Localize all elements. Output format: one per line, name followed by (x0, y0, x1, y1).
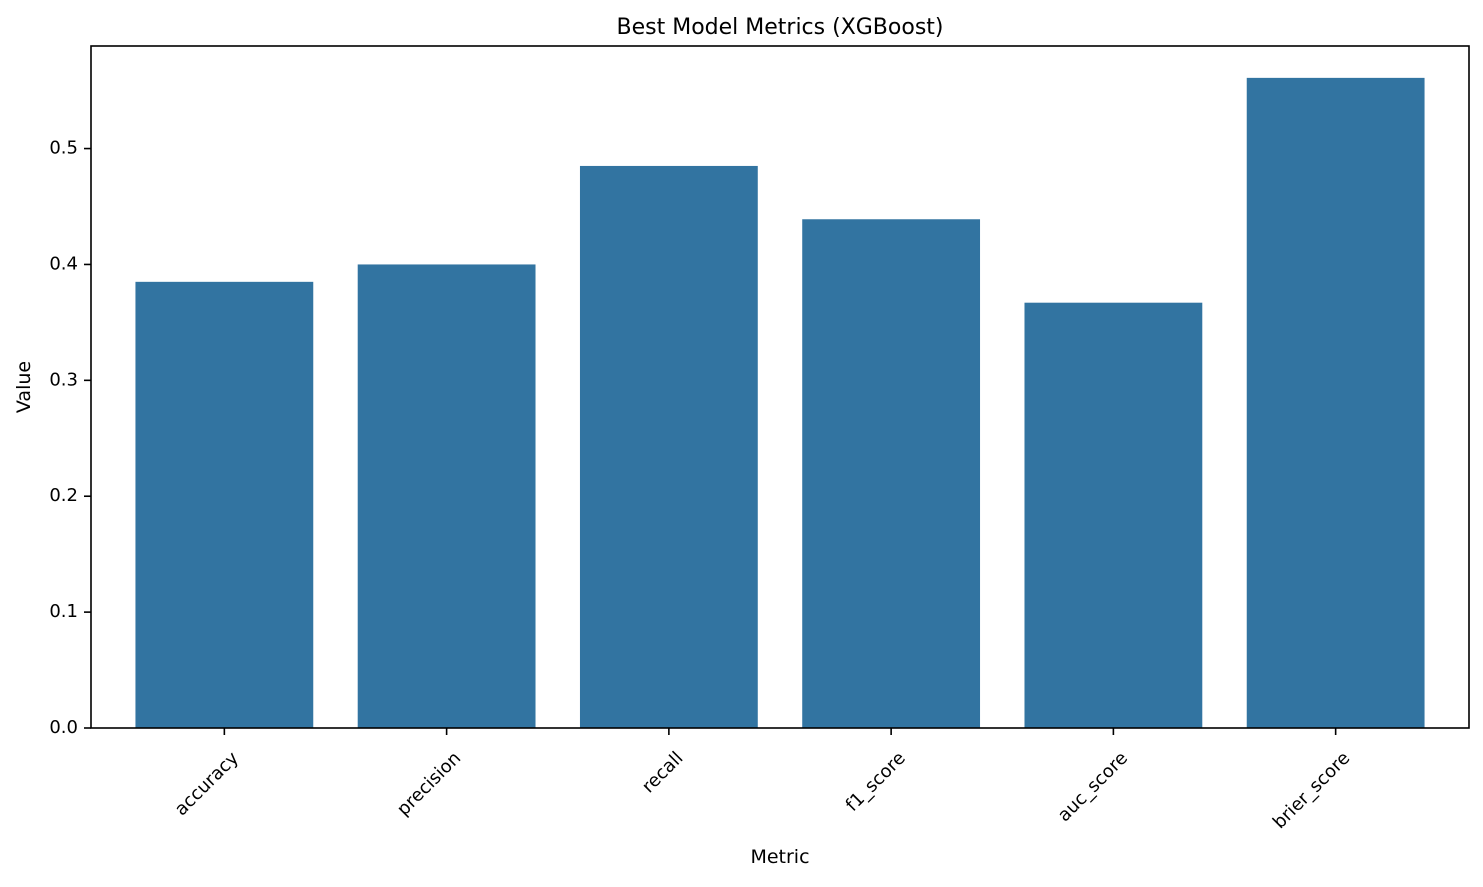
x-tick-label: recall (638, 748, 688, 798)
bar-precision (357, 264, 536, 728)
y-tick-label: 0.3 (49, 369, 78, 390)
y-tick-label: 0.1 (49, 601, 78, 622)
y-tick-label: 0.2 (49, 485, 78, 506)
y-axis: 0.0 0.1 0.2 0.3 0.4 0.5 (49, 138, 91, 738)
y-axis-label: Value (13, 361, 35, 413)
x-tick-label: precision (393, 748, 465, 820)
plot-frame (90, 45, 1470, 729)
x-axis-label: Metric (750, 846, 809, 868)
x-tick-label: accuracy (171, 747, 244, 820)
bar-auc-score (1024, 302, 1203, 728)
y-tick-label: 0.0 (49, 717, 78, 738)
y-tick-label: 0.4 (49, 253, 78, 274)
bar-f1-score (802, 219, 981, 729)
y-tick-label: 0.5 (49, 138, 78, 159)
chart-title: Best Model Metrics (XGBoost) (617, 15, 944, 40)
bar-brier-score (1246, 77, 1425, 729)
bar-accuracy (135, 281, 314, 728)
x-tick-label: auc_score (1054, 748, 1132, 826)
x-tick-label: brier_score (1269, 748, 1354, 833)
bars-group (135, 77, 1425, 729)
x-axis: accuracy precision recall f1_score auc_score… (171, 728, 1354, 833)
x-tick-label: f1_score (842, 748, 910, 816)
bar-recall (579, 165, 758, 729)
